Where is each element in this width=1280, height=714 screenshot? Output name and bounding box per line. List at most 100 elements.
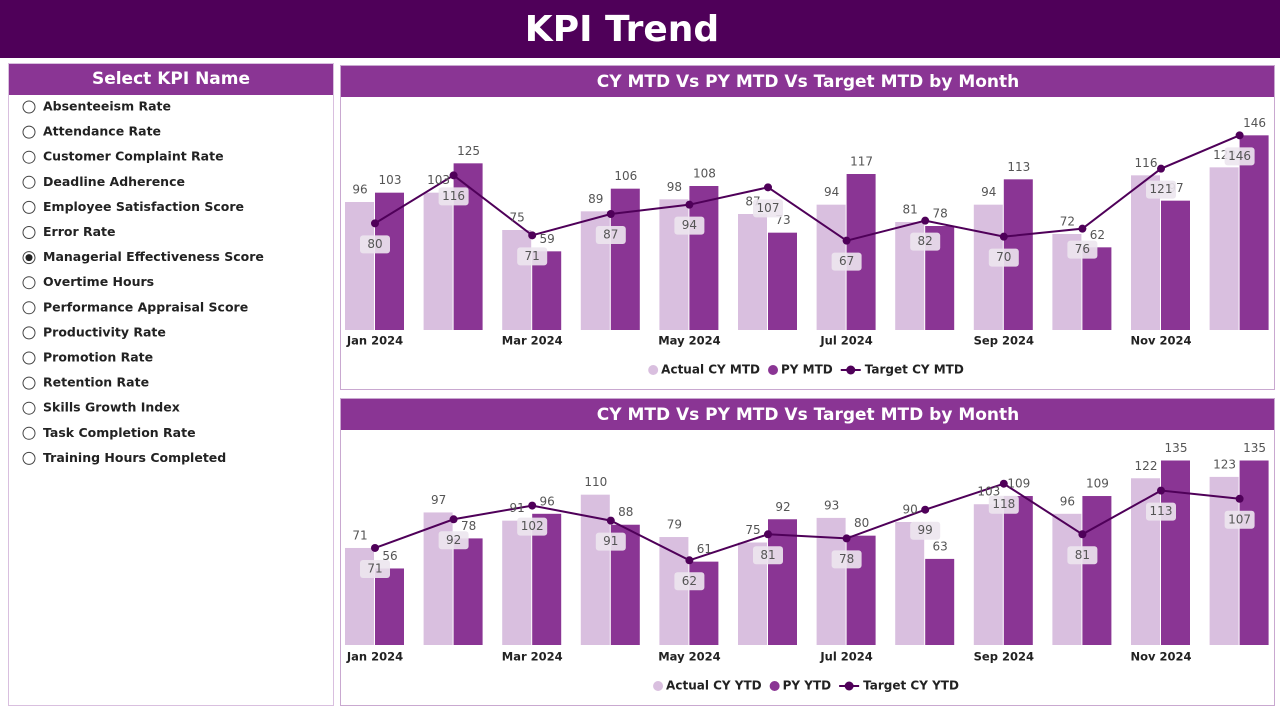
data-label: 121	[1150, 182, 1173, 196]
target-point	[1078, 530, 1087, 539]
slicer-title: Select KPI Name	[92, 69, 250, 89]
radio-button[interactable]	[22, 326, 36, 340]
slicer-item[interactable]: Promotion Rate	[22, 350, 153, 365]
data-label: 61	[697, 542, 712, 556]
slicer-item-label[interactable]: Retention Rate	[43, 375, 149, 390]
slicer-item-label[interactable]: Deadline Adherence	[43, 174, 185, 189]
chart-panel	[340, 65, 1275, 390]
bar	[973, 504, 1003, 645]
data-label: 94	[824, 185, 839, 199]
slicer-item[interactable]: Productivity Rate	[22, 324, 166, 340]
radio-button[interactable]	[22, 226, 36, 239]
data-label: 122	[1135, 459, 1158, 473]
data-label-box	[595, 532, 626, 551]
slicer-item-label[interactable]: Task Completion Rate	[43, 425, 196, 440]
radio-button[interactable]	[22, 301, 36, 315]
radio-button[interactable]	[22, 451, 36, 465]
slicer-item-label[interactable]: Overtime Hours	[43, 274, 154, 289]
data-label-box	[674, 216, 705, 235]
slicer-item[interactable]: Employee Satisfaction Score	[22, 199, 244, 214]
chart-title: CY MTD Vs PY MTD Vs Target MTD by Month	[597, 405, 1020, 425]
slicer-item[interactable]: Performance Appraisal Score	[22, 299, 248, 315]
slicer-item[interactable]: Task Completion Rate	[22, 425, 196, 440]
x-tick-label: Nov 2024	[1130, 334, 1191, 348]
slicer-item[interactable]: Attendance Rate	[22, 124, 161, 139]
x-tick-label: Jul 2024	[819, 334, 872, 348]
data-label: 98	[667, 180, 682, 194]
radio-button[interactable]	[22, 100, 36, 114]
slicer-item-label[interactable]: Performance Appraisal Score	[43, 299, 248, 314]
data-label-box	[438, 531, 469, 550]
slicer-header	[9, 64, 333, 95]
slicer-item-label[interactable]: Skills Growth Index	[43, 400, 180, 415]
bar	[1003, 496, 1033, 645]
target-point	[842, 236, 851, 245]
radio-button[interactable]	[22, 401, 36, 415]
data-label-box	[360, 559, 390, 578]
slicer-item[interactable]: Error Rate	[22, 224, 116, 239]
bar	[453, 538, 483, 645]
target-point	[764, 183, 772, 192]
data-label: 72	[1060, 215, 1075, 229]
bar	[1161, 460, 1190, 645]
data-label: 82	[918, 234, 933, 248]
radio-button[interactable]	[22, 276, 36, 290]
slicer-item-label[interactable]: Error Rate	[43, 224, 116, 239]
slicer-item-label[interactable]: Productivity Rate	[43, 324, 166, 339]
data-label: 116	[1135, 156, 1158, 170]
radio-button[interactable]	[22, 150, 36, 164]
data-label: 93	[824, 498, 839, 512]
slicer-item-label[interactable]: Customer Complaint Rate	[43, 149, 224, 164]
slicer-item[interactable]: Managerial Effectiveness Score	[22, 249, 264, 265]
page-title: KPI Trend	[525, 9, 719, 50]
data-label: 76	[1075, 242, 1090, 256]
data-label: 75	[745, 523, 760, 537]
slicer-item-label[interactable]: Absenteeism Rate	[43, 99, 171, 114]
radio-button[interactable]	[22, 175, 36, 189]
data-label-box	[1224, 510, 1255, 529]
data-label: 63	[933, 539, 948, 553]
data-label-box	[988, 248, 1019, 267]
slicer-item-label[interactable]: Promotion Rate	[43, 350, 153, 365]
slicer-item[interactable]: Training Hours Completed	[22, 450, 226, 465]
data-label: 59	[540, 232, 555, 246]
data-label: 91	[603, 534, 618, 548]
target-point	[371, 543, 379, 552]
radio-button[interactable]	[22, 351, 36, 365]
target-line	[374, 482, 1240, 562]
chart-header	[341, 399, 1274, 430]
slicer-item[interactable]: Skills Growth Index	[22, 400, 180, 415]
slicer-item-label[interactable]: Managerial Effectiveness Score	[43, 249, 264, 264]
chart: CY MTD Vs PY MTD Vs Target MTD by Month 7…	[340, 398, 1275, 706]
slicer-item-label[interactable]: Training Hours Completed	[43, 450, 226, 465]
data-label: 113	[1007, 160, 1030, 174]
x-tick-label: May 2024	[658, 334, 720, 348]
slicer-item[interactable]: Retention Rate	[22, 375, 149, 390]
bar	[1082, 496, 1112, 645]
radio-button[interactable]	[22, 125, 36, 139]
target-point	[606, 210, 615, 218]
data-label: 96	[1060, 494, 1075, 508]
slicer-item-label[interactable]: Attendance Rate	[43, 124, 161, 139]
slicer-item[interactable]: Absenteeism Rate	[22, 99, 171, 114]
data-label: 106	[614, 169, 637, 183]
data-label: 81	[903, 203, 918, 217]
x-tick-label: Mar 2024	[502, 650, 563, 664]
slicer-item[interactable]: Deadline Adherence	[22, 174, 185, 189]
radio-button[interactable]	[22, 426, 36, 440]
slicer-item[interactable]: Customer Complaint Rate	[22, 149, 224, 164]
data-label: 92	[775, 500, 790, 514]
x-tick-label: Nov 2024	[1130, 650, 1191, 664]
slicer-item-label[interactable]: Employee Satisfaction Score	[43, 199, 244, 214]
data-label: 117	[850, 155, 873, 169]
radio-button[interactable]	[22, 376, 36, 390]
data-label: 116	[442, 189, 465, 203]
data-label: 125	[457, 144, 480, 158]
target-point	[528, 231, 537, 240]
slicer-item[interactable]: Overtime Hours	[22, 274, 154, 290]
legend-marker	[648, 365, 659, 375]
data-label-box	[910, 232, 941, 251]
radio-button[interactable]	[22, 200, 36, 214]
data-label: 62	[682, 574, 697, 588]
data-label: 109	[1007, 477, 1030, 491]
